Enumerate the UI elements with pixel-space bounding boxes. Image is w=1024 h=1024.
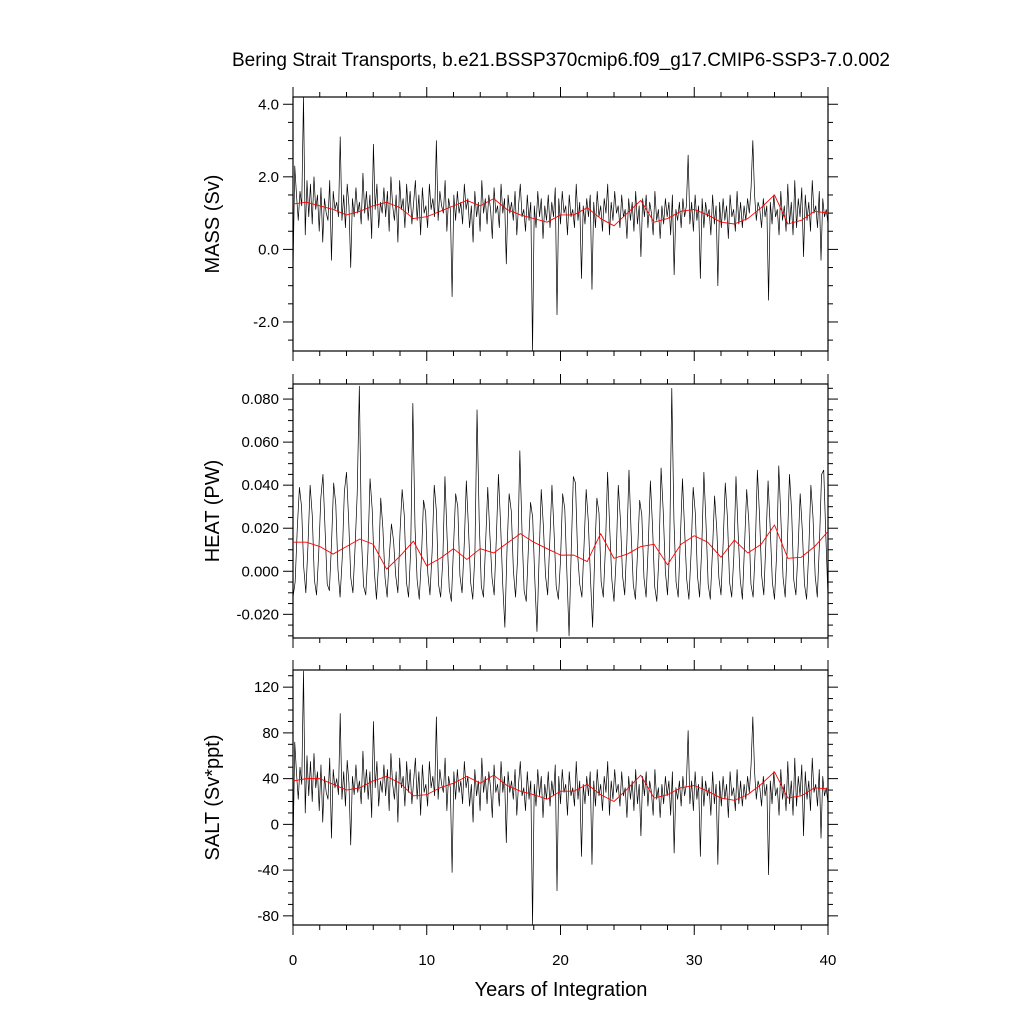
y-tick-label-mass: 4.0 — [258, 96, 279, 113]
annual-mean-line-mass — [293, 194, 828, 227]
y-axis-label-mass: MASS (Sv) — [202, 175, 224, 274]
y-tick-label-salt: -40 — [257, 862, 279, 879]
x-tick-label: 40 — [820, 952, 837, 969]
y-axis-label-salt: SALT (Sv*ppt) — [202, 735, 224, 861]
y-tick-label-salt: 40 — [262, 771, 279, 788]
y-tick-label-heat: -0.020 — [236, 606, 279, 623]
panel-salt: -80 -40 0 40 80 120 0 10 20 30 40 SALT (Sv*ppt) — [202, 660, 838, 969]
monthly-line-mass — [293, 97, 828, 351]
x-axis-label: Years of Integration — [475, 979, 648, 1001]
x-tick-label: 0 — [289, 952, 297, 969]
x-tick-label: 20 — [552, 952, 569, 969]
y-tick-label-mass: -2.0 — [253, 314, 279, 331]
monthly-line-heat — [293, 385, 828, 637]
x-tick-label: 10 — [418, 952, 435, 969]
annual-mean-line-heat — [293, 524, 828, 570]
y-tick-label-salt: -80 — [257, 908, 279, 925]
panels: -2.0 0.0 2.0 4.0 MASS (Sv) -0.020 0.000 0.020 0.… — [202, 87, 838, 969]
x-tick-label: 30 — [686, 952, 703, 969]
figure-title: Bering Strait Transports, b.e21.BSSP370c… — [232, 50, 890, 71]
y-tick-label-mass: 0.0 — [258, 241, 279, 258]
y-tick-label-heat: 0.040 — [241, 477, 279, 494]
panel-heat: -0.020 0.000 0.020 0.040 0.060 0.080 HEAT (PW) — [202, 374, 838, 648]
annual-mean-line-salt — [293, 771, 828, 802]
y-axis-label-heat: HEAT (PW) — [202, 460, 224, 563]
y-tick-label-heat: 0.080 — [241, 391, 279, 408]
y-tick-label-heat: 0.060 — [241, 434, 279, 451]
panel-mass: -2.0 0.0 2.0 4.0 MASS (Sv) — [202, 87, 838, 361]
y-tick-label-heat: 0.000 — [241, 563, 279, 580]
y-tick-label-heat: 0.020 — [241, 520, 279, 537]
y-tick-label-mass: 2.0 — [258, 169, 279, 186]
plot-frame-heat — [292, 383, 829, 639]
y-tick-label-salt: 80 — [262, 725, 279, 742]
monthly-line-salt — [293, 670, 828, 925]
y-tick-label-salt: 0 — [271, 816, 279, 833]
y-tick-label-salt: 120 — [254, 679, 279, 696]
